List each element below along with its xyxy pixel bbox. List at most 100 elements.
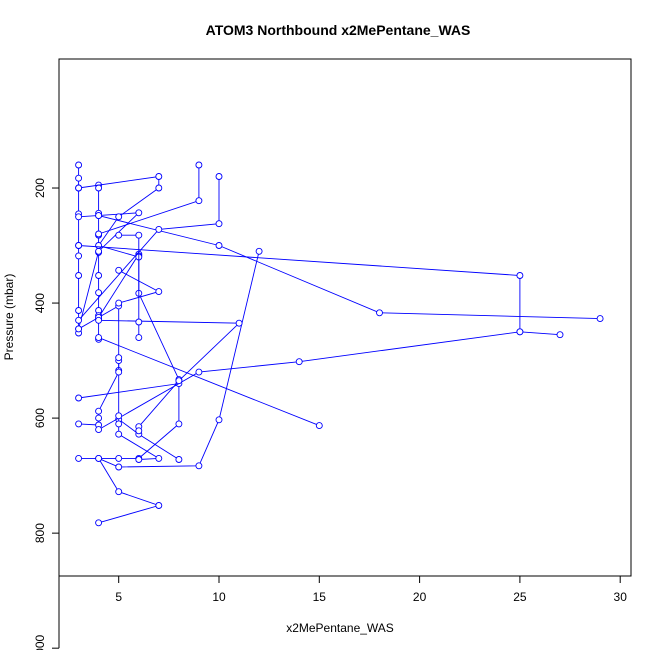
data-point xyxy=(95,426,103,434)
series-line xyxy=(98,331,561,430)
data-point xyxy=(95,230,103,238)
data-point xyxy=(115,231,123,239)
series-18 xyxy=(115,266,163,307)
data-point xyxy=(115,454,123,462)
data-point xyxy=(115,213,123,221)
series-7 xyxy=(75,354,123,429)
data-point xyxy=(95,242,103,249)
data-point xyxy=(155,502,163,509)
data-point xyxy=(155,454,163,462)
data-point xyxy=(115,463,123,471)
series-9 xyxy=(95,247,263,471)
series-layer xyxy=(75,161,604,527)
data-point xyxy=(115,488,123,496)
x-tick-label: 10 xyxy=(212,590,226,604)
data-point xyxy=(95,247,103,255)
series-15 xyxy=(95,316,243,435)
data-point xyxy=(175,377,183,385)
series-10 xyxy=(95,454,163,527)
data-point xyxy=(115,420,123,428)
x-tick-label: 15 xyxy=(313,590,327,604)
data-point xyxy=(75,316,83,324)
data-point xyxy=(155,288,163,296)
series-5 xyxy=(75,173,163,261)
data-point xyxy=(135,231,143,239)
data-point xyxy=(135,427,143,435)
data-point xyxy=(75,242,83,249)
data-point xyxy=(135,318,143,326)
data-point xyxy=(75,272,83,279)
data-point xyxy=(75,184,83,192)
series-line xyxy=(98,458,161,524)
data-point xyxy=(155,184,163,192)
data-point xyxy=(75,394,83,402)
series-6 xyxy=(75,380,183,462)
chart-title: ATOM3 Northbound x2MePentane_WAS xyxy=(206,22,471,38)
data-point xyxy=(115,368,123,376)
data-point xyxy=(195,368,203,376)
data-point xyxy=(255,247,263,255)
data-point xyxy=(75,307,83,314)
series-19 xyxy=(115,412,163,463)
data-point xyxy=(376,309,383,317)
y-axis-label: Pressure (mbar) xyxy=(2,274,16,361)
series-13 xyxy=(75,173,223,324)
series-line xyxy=(98,215,601,320)
data-point xyxy=(215,242,223,249)
series-11 xyxy=(75,242,524,336)
data-point xyxy=(95,184,103,192)
y-tick-label: 600 xyxy=(33,408,47,428)
data-point xyxy=(175,420,183,428)
series-14 xyxy=(95,161,203,238)
data-point xyxy=(315,422,323,430)
data-point xyxy=(516,328,524,336)
x-tick-label: 30 xyxy=(614,590,628,604)
series-line xyxy=(78,176,220,321)
data-point xyxy=(195,462,203,470)
data-point xyxy=(596,315,604,323)
x-tick-label: 25 xyxy=(513,590,527,604)
data-point xyxy=(95,212,103,220)
data-point xyxy=(95,519,103,527)
data-point xyxy=(115,412,123,420)
data-point xyxy=(556,331,564,339)
data-point xyxy=(95,454,103,462)
x-axis: 5 10 15 20 25 30 xyxy=(115,575,628,604)
series-line xyxy=(118,415,161,460)
data-point xyxy=(115,354,123,362)
data-point xyxy=(235,319,243,327)
series-line xyxy=(98,251,260,468)
data-point xyxy=(95,316,103,324)
data-point xyxy=(75,161,83,169)
data-point xyxy=(135,456,143,463)
data-point xyxy=(195,197,203,205)
data-point xyxy=(75,325,83,333)
y-axis: 200 400 600 800 1000 xyxy=(33,178,60,650)
x-tick-label: 20 xyxy=(413,590,427,604)
series-line xyxy=(118,234,140,338)
data-point xyxy=(95,289,103,297)
series-16 xyxy=(95,334,323,430)
series-12 xyxy=(95,212,604,323)
data-point xyxy=(215,220,223,228)
data-point xyxy=(135,209,143,217)
data-point xyxy=(95,334,103,342)
data-point xyxy=(95,407,103,415)
data-point xyxy=(115,299,123,307)
series-line xyxy=(78,245,521,332)
series-17 xyxy=(115,231,143,342)
data-point xyxy=(75,420,83,428)
y-tick-label: 200 xyxy=(33,178,47,198)
series-line xyxy=(77,212,180,460)
x-axis-label: x2MePentane_WAS xyxy=(286,621,394,635)
data-point xyxy=(295,358,303,366)
data-point xyxy=(95,414,103,422)
y-tick-label: 400 xyxy=(33,293,47,313)
data-point xyxy=(115,430,123,438)
data-point xyxy=(155,225,163,233)
y-tick-label: 1000 xyxy=(33,635,47,650)
data-point xyxy=(115,266,123,274)
data-point xyxy=(75,252,83,260)
data-point xyxy=(75,174,83,182)
